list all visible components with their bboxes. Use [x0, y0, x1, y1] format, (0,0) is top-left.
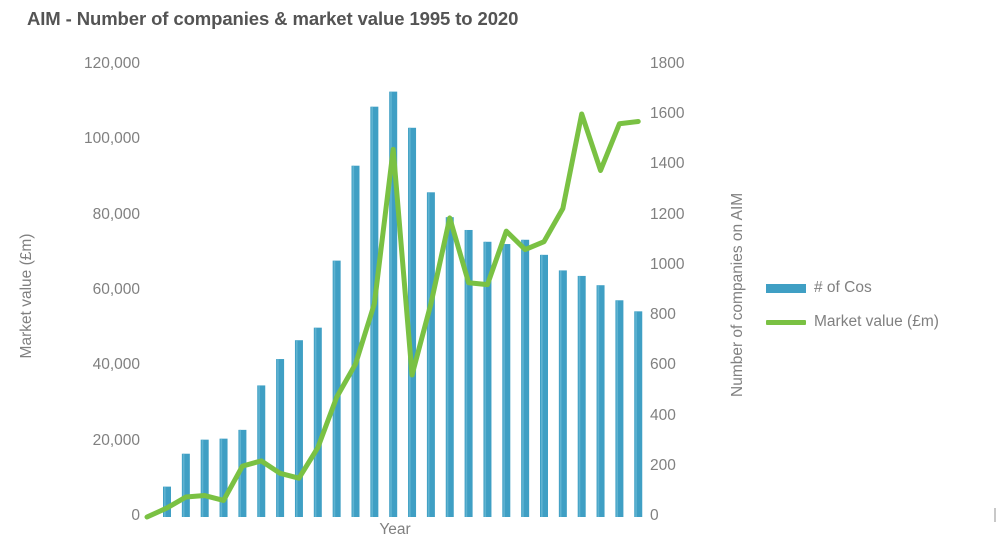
bar-highlight — [578, 275, 581, 517]
y-axis-right-tick: 800 — [650, 306, 676, 324]
y-axis-right-tick: 1400 — [650, 155, 685, 173]
bar-2016[interactable] — [558, 270, 567, 517]
bar-highlight — [314, 327, 317, 517]
bar-2002[interactable] — [294, 340, 303, 517]
bar-2017[interactable] — [577, 275, 586, 517]
bar-highlight — [522, 239, 524, 517]
legend-label-market-value: Market value (£m) — [814, 313, 939, 330]
bar-highlight — [182, 453, 185, 517]
bar-2018[interactable] — [596, 285, 605, 517]
chart-legend: # of Cos Market value (£m) — [766, 271, 986, 339]
bar-highlight — [295, 340, 298, 517]
bar-highlight — [616, 300, 618, 517]
y-axis-right-tick: 1600 — [650, 105, 685, 123]
legend-line-swatch-icon — [766, 319, 806, 325]
x-axis-title: Year — [379, 521, 411, 538]
legend-item-number-of-cos[interactable]: # of Cos — [766, 271, 986, 305]
bar-highlight — [541, 254, 543, 517]
bar-series — [163, 91, 643, 518]
chart-title: AIM - Number of companies & market value… — [27, 8, 519, 29]
y-axis-right-tick: 400 — [650, 406, 676, 424]
bar-2007[interactable] — [389, 91, 398, 518]
legend-bar-swatch-icon — [766, 283, 806, 293]
y-axis-right-tick: 200 — [650, 456, 676, 474]
bar-1997[interactable] — [200, 439, 209, 517]
plot-right-edge-marker — [994, 508, 996, 522]
bar-2013[interactable] — [502, 244, 511, 518]
bar-2015[interactable] — [540, 254, 548, 517]
y-axis-left-tick: 40,000 — [92, 356, 140, 374]
bar-highlight — [258, 385, 260, 517]
bar-1998[interactable] — [219, 438, 228, 517]
bar-2004[interactable] — [332, 260, 341, 517]
y-axis-left-tick: 0 — [131, 507, 140, 524]
y-axis-right-tick: 1800 — [650, 55, 685, 72]
line-series-market-value — [144, 111, 641, 520]
bar-highlight — [635, 311, 637, 517]
y-axis-right-tick: 600 — [650, 356, 676, 374]
bar-2014[interactable] — [521, 239, 530, 517]
bar-1996[interactable] — [181, 453, 190, 517]
bar-2009[interactable] — [426, 192, 435, 517]
bar-highlight — [220, 438, 223, 517]
bar-highlight — [427, 192, 430, 517]
y-axis-left-ticks: 0 20,000 40,000 60,000 80,000 100,000 120,000 — [0, 0, 140, 557]
bar-2010[interactable] — [445, 217, 454, 518]
bar-highlight — [277, 359, 279, 517]
bar-highlight — [333, 260, 336, 517]
bar-highlight — [390, 91, 392, 518]
y-axis-left-tick: 20,000 — [92, 431, 140, 449]
y-axis-left-tick: 80,000 — [92, 205, 140, 223]
legend-label-number-of-cos: # of Cos — [814, 279, 872, 296]
y-axis-left-tick: 120,000 — [83, 55, 140, 72]
bar-highlight — [503, 244, 505, 518]
bar-highlight — [352, 165, 355, 517]
legend-item-market-value[interactable]: Market value (£m) — [766, 305, 986, 339]
bar-2000[interactable] — [257, 385, 266, 517]
bar-highlight — [597, 285, 600, 517]
bar-1999[interactable] — [238, 429, 247, 517]
bar-highlight — [446, 217, 449, 518]
bar-2005[interactable] — [351, 165, 360, 517]
bar-2012[interactable] — [483, 241, 492, 517]
bar-2011[interactable] — [464, 229, 473, 518]
bar-highlight — [559, 270, 562, 517]
y-axis-right-tick: 1200 — [650, 205, 685, 223]
bar-1995[interactable] — [163, 486, 171, 517]
bar-highlight — [465, 229, 468, 518]
bar-highlight — [164, 486, 166, 517]
bar-2019[interactable] — [615, 300, 624, 517]
y-axis-left-tick: 100,000 — [83, 130, 140, 148]
bar-2003[interactable] — [313, 327, 322, 517]
bar-2001[interactable] — [276, 359, 285, 517]
y-axis-right-tick: 1000 — [650, 255, 685, 273]
y-axis-right-tick: 0 — [650, 507, 659, 524]
bar-2008[interactable] — [408, 127, 417, 517]
bar-highlight — [484, 241, 487, 517]
bar-2020[interactable] — [634, 311, 643, 517]
y-axis-left-tick: 60,000 — [92, 281, 140, 298]
y-axis-right-ticks: 0 200 400 600 800 1000 1200 1400 1600 1800 — [650, 0, 720, 557]
bar-highlight — [201, 439, 204, 517]
